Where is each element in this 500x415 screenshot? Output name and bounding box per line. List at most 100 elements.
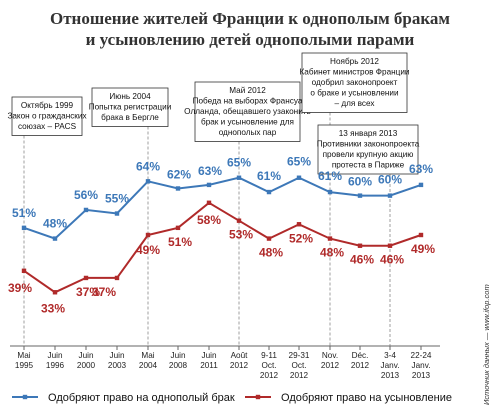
tick-label: 2012	[230, 361, 249, 370]
data-point	[357, 193, 363, 198]
data-point	[206, 182, 212, 188]
legend: Одобряют право на однополый брак Одобряют…	[12, 392, 452, 404]
annotation-frame	[317, 124, 419, 175]
data-label: 48%	[259, 246, 283, 260]
data-label: 39%	[8, 281, 32, 295]
data-label: 46%	[350, 253, 374, 267]
data-label: 63%	[198, 164, 222, 178]
tick-label: Juin	[170, 351, 185, 360]
data-point	[327, 189, 333, 195]
annotation-frame	[194, 81, 301, 142]
tick-label: Juin	[47, 351, 62, 360]
data-point	[175, 186, 181, 191]
annotation-frame	[91, 87, 169, 127]
tick-label: 2008	[169, 361, 188, 370]
tick-label: 2000	[77, 361, 96, 370]
x-axis: Mai1995Juin1996Juin2000Juin2003Mai2004Ju…	[10, 345, 440, 380]
data-label: 55%	[105, 192, 129, 206]
series-line-adoption	[23, 201, 422, 294]
tick-label: 3-4	[384, 351, 396, 360]
source-note-text: Источник данных — www.ifop.com	[482, 284, 491, 405]
tick-label: Oct.	[291, 361, 306, 370]
data-point	[114, 275, 120, 281]
tick-label: 2013	[381, 371, 400, 380]
annotation-line: Попытка регистрации	[89, 103, 172, 112]
data-label: 51%	[12, 206, 36, 220]
tick-label: Juin	[109, 351, 124, 360]
data-label: 37%	[92, 285, 116, 299]
tick-label: Juin	[201, 351, 216, 360]
data-label: 46%	[380, 253, 404, 267]
legend-label: Одобряют право на усыновление	[281, 392, 452, 404]
tick-label: 1996	[46, 361, 65, 370]
tick-label: 2012	[321, 361, 340, 370]
annotation-frame	[11, 96, 83, 136]
annotation-box-3: Ноябрь 2012 Кабинет министров Францииодоб…	[300, 52, 410, 113]
legend-swatch-marker	[255, 394, 261, 400]
legend-label: Одобряют право на однополый брак	[48, 392, 235, 404]
annotation-line: протеста в Париже	[332, 161, 405, 170]
data-point	[52, 290, 58, 295]
data-point	[145, 232, 151, 238]
tick-label: 22-24	[411, 351, 432, 360]
tick-label: Nov.	[322, 351, 338, 360]
tick-label: 9-11	[261, 351, 277, 360]
annotation-line: Кабинет министров Франции	[300, 68, 410, 77]
data-label: 52%	[289, 231, 313, 245]
data-label: 33%	[41, 301, 65, 315]
source-note: Источник данных — www.ifop.com	[482, 284, 491, 405]
annotation-line: провели крупную акцию	[323, 150, 414, 159]
title-line-1: и усыновлению детей однополыми парами	[86, 30, 415, 49]
tick-label: Mai	[17, 351, 30, 360]
data-point	[206, 200, 212, 205]
tick-label: 2012	[290, 371, 309, 380]
annotation-line: союзах – PACS	[18, 122, 77, 131]
data-point	[296, 222, 302, 227]
data-point	[236, 175, 242, 180]
data-label: 49%	[411, 242, 435, 256]
data-label: 37%	[76, 285, 100, 299]
tick-label: Août	[231, 351, 249, 360]
data-point	[387, 243, 393, 248]
annotation-line: Олланда, обещавшего узаконить	[184, 107, 311, 116]
annotation-line: Май 2012	[229, 86, 266, 95]
data-point	[418, 182, 424, 188]
data-point	[418, 232, 424, 238]
tick-label: 29-31	[289, 351, 310, 360]
data-point	[21, 225, 27, 231]
annotation-guides	[23, 112, 391, 346]
tick-label: 2012	[260, 371, 279, 380]
data-point	[266, 236, 272, 241]
value-labels: 51% 48% 56% 55% 64% 62% 63% 65% 61% 65% 61% 60% 60% 6…	[8, 155, 435, 316]
tick-label: Oct.	[261, 361, 276, 370]
tick-label: Juin	[78, 351, 93, 360]
data-label: 60%	[378, 173, 402, 187]
annotation-line: брака в Бергле	[101, 113, 159, 122]
data-point	[114, 211, 120, 216]
data-point	[266, 189, 272, 195]
data-label: 64%	[136, 159, 160, 173]
data-point	[175, 225, 181, 231]
data-point	[83, 275, 89, 281]
annotation-line: однополых пар	[219, 128, 277, 137]
data-point	[327, 236, 333, 241]
chart-title: Отношение жителей Франции к однополым бр…	[50, 9, 450, 49]
tick-label: Mai	[141, 351, 154, 360]
tick-label: 1995	[15, 361, 34, 370]
data-label: 61%	[318, 169, 342, 183]
tick-label: Déc.	[352, 351, 369, 360]
annotation-frame	[301, 52, 408, 113]
data-point	[387, 193, 393, 198]
annotation-line: Июнь 2004	[109, 92, 151, 101]
annotation-line: 13 января 2013	[339, 129, 398, 138]
tick-label: 2011	[200, 361, 218, 370]
data-point	[21, 268, 27, 273]
annotation-line: одобрил законопроект	[312, 78, 398, 87]
annotation-line: Победа на выборах Франсуа	[193, 97, 303, 106]
annotation-line: о браке и усыновлении	[310, 89, 398, 98]
